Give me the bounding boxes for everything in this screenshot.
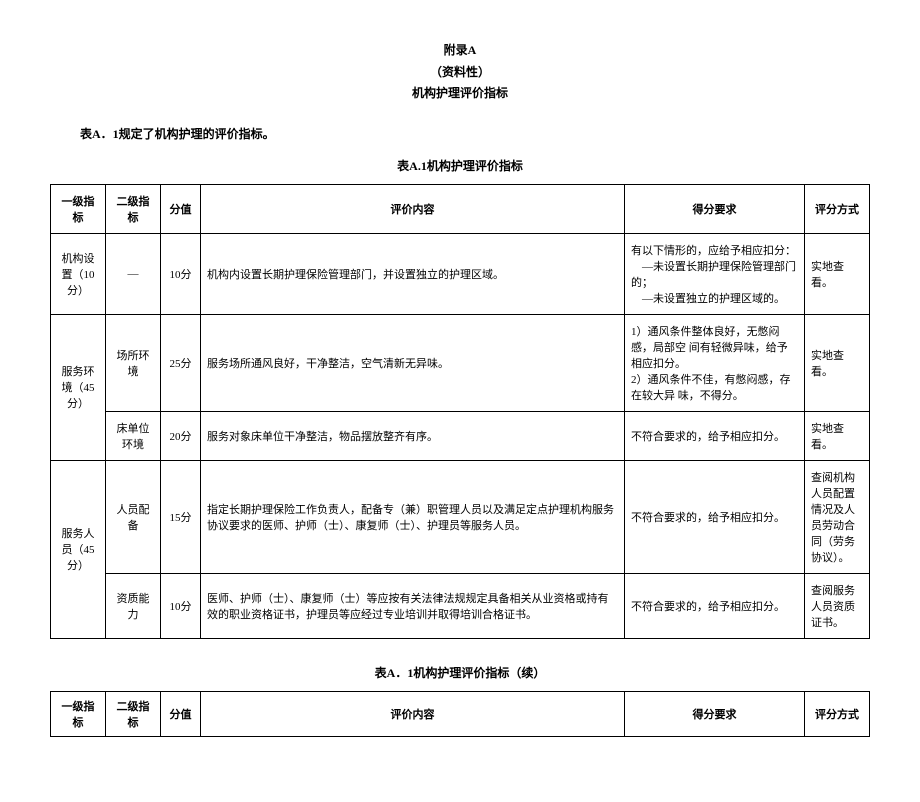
- appendix-label: 附录A: [50, 40, 870, 62]
- col-header-content: 评价内容: [201, 691, 625, 736]
- table-body: 机构设置（10 分） — 10分 机构内设置长期护理保险管理部门，并设置独立的护…: [51, 233, 870, 638]
- table-row: 资质能力 10分 医师、护师（士）、康复师（士）等应按有关法律法规规定具备相关从…: [51, 573, 870, 638]
- cell-l2: 资质能力: [106, 573, 161, 638]
- col-header-req: 得分要求: [625, 184, 805, 233]
- cell-l2: —: [106, 233, 161, 314]
- col-header-l1: 一级指标: [51, 184, 106, 233]
- col-header-method: 评分方式: [805, 184, 870, 233]
- col-header-l2: 二级指标: [106, 691, 161, 736]
- col-header-method: 评分方式: [805, 691, 870, 736]
- cell-l2: 场所环境: [106, 314, 161, 411]
- col-header-l2: 二级指标: [106, 184, 161, 233]
- cell-req: 1）通风条件整体良好，无憋闷感，局部空 间有轻微异味，给予相应扣分。2）通风条件…: [625, 314, 805, 411]
- table-row: 机构设置（10 分） — 10分 机构内设置长期护理保险管理部门，并设置独立的护…: [51, 233, 870, 314]
- table-header-row: 一级指标 二级指标 分值 评价内容 得分要求 评分方式: [51, 691, 870, 736]
- cell-content: 机构内设置长期护理保险管理部门，并设置独立的护理区域。: [201, 233, 625, 314]
- cell-score: 10分: [161, 233, 201, 314]
- table2-title: 表A．1机构护理评价指标（续）: [50, 664, 870, 681]
- intro-text: 表A．1规定了机构护理的评价指标。: [80, 125, 870, 142]
- cell-method: 实地查看。: [805, 411, 870, 460]
- appendix-type: （资料性）: [50, 62, 870, 84]
- evaluation-table: 一级指标 二级指标 分值 评价内容 得分要求 评分方式 机构设置（10 分） —…: [50, 184, 870, 639]
- cell-l1: 服务人员（45 分）: [51, 460, 106, 638]
- table-header-row: 一级指标 二级指标 分值 评价内容 得分要求 评分方式: [51, 184, 870, 233]
- cell-content: 服务对象床单位干净整洁，物品摆放整齐有序。: [201, 411, 625, 460]
- cell-score: 10分: [161, 573, 201, 638]
- document-header: 附录A （资料性） 机构护理评价指标: [50, 40, 870, 105]
- col-header-score: 分值: [161, 691, 201, 736]
- col-header-score: 分值: [161, 184, 201, 233]
- cell-method: 实地查看。: [805, 233, 870, 314]
- cell-content: 指定长期护理保险工作负责人，配备专（兼）职管理人员以及满足定点护理机构服务协议要…: [201, 460, 625, 573]
- col-header-content: 评价内容: [201, 184, 625, 233]
- cell-method: 查阅机构人员配置情况及人员劳动合同（劳务协议）。: [805, 460, 870, 573]
- cell-req: 不符合要求的，给予相应扣分。: [625, 460, 805, 573]
- cell-l2: 人员配备: [106, 460, 161, 573]
- appendix-title: 机构护理评价指标: [50, 83, 870, 105]
- cell-score: 25分: [161, 314, 201, 411]
- cell-l1: 机构设置（10 分）: [51, 233, 106, 314]
- table1-title: 表A.1机构护理评价指标: [50, 157, 870, 174]
- cell-method: 查阅服务人员资质证书。: [805, 573, 870, 638]
- evaluation-table-continued: 一级指标 二级指标 分值 评价内容 得分要求 评分方式: [50, 691, 870, 737]
- cell-req: 不符合要求的，给予相应扣分。: [625, 573, 805, 638]
- cell-method: 实地查看。: [805, 314, 870, 411]
- table-row: 服务人员（45 分） 人员配备 15分 指定长期护理保险工作负责人，配备专（兼）…: [51, 460, 870, 573]
- cell-l2: 床单位环境: [106, 411, 161, 460]
- table-row: 服务环境（45 分） 场所环境 25分 服务场所通风良好，干净整洁，空气清新无异…: [51, 314, 870, 411]
- col-header-l1: 一级指标: [51, 691, 106, 736]
- cell-content: 医师、护师（士）、康复师（士）等应按有关法律法规规定具备相关从业资格或持有效的职…: [201, 573, 625, 638]
- col-header-req: 得分要求: [625, 691, 805, 736]
- cell-req: 不符合要求的，给予相应扣分。: [625, 411, 805, 460]
- cell-req: 有以下情形的，应给予相应扣分： —未设置长期护理保险管理部门的； —未设置独立的…: [625, 233, 805, 314]
- cell-content: 服务场所通风良好，干净整洁，空气清新无异味。: [201, 314, 625, 411]
- cell-score: 20分: [161, 411, 201, 460]
- cell-l1: 服务环境（45 分）: [51, 314, 106, 460]
- cell-score: 15分: [161, 460, 201, 573]
- table-row: 床单位环境 20分 服务对象床单位干净整洁，物品摆放整齐有序。 不符合要求的，给…: [51, 411, 870, 460]
